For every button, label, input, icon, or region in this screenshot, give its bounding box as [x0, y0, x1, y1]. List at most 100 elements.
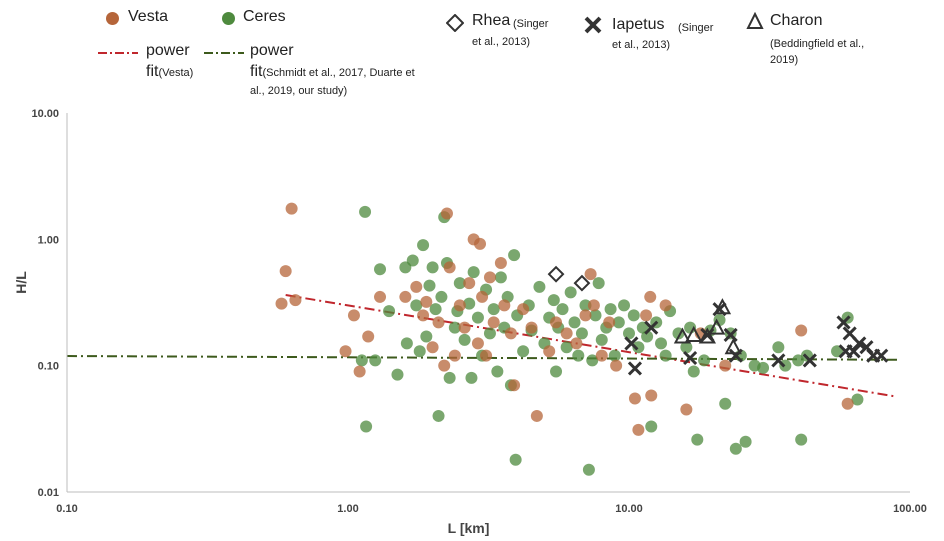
ceres-point: [719, 397, 732, 410]
vesta-point: [498, 299, 511, 312]
legend-iapetus-ref-1: (Singer: [678, 22, 714, 34]
vesta-point: [420, 295, 433, 308]
ceres-point: [410, 299, 423, 312]
vesta-point: [517, 303, 530, 316]
legend-charon-label: Charon: [770, 12, 823, 29]
charon-point: [713, 298, 732, 315]
ceres-point: [691, 433, 704, 446]
ceres-point: [589, 309, 602, 322]
ceres-point: [586, 354, 599, 367]
vesta-point: [440, 207, 453, 220]
iapetus-x-stroke: [802, 353, 817, 368]
legend-rhea-ref-2: et al., 2013): [472, 36, 531, 48]
vesta-point: [432, 316, 445, 329]
ceres-point: [420, 330, 433, 343]
vesta-point: [353, 365, 366, 378]
rhea-point: [573, 274, 591, 292]
vesta-point: [417, 309, 430, 322]
legend-iapetus-x-icon: [584, 16, 602, 34]
ceres-point: [592, 277, 605, 290]
ceres-point: [533, 280, 546, 293]
ceres-point: [471, 311, 484, 324]
vesta-point: [426, 341, 439, 354]
ceres-point: [463, 297, 476, 310]
ceres-point: [465, 371, 478, 384]
ceres-point: [550, 365, 563, 378]
legend-charon-triangle-icon: [746, 12, 764, 29]
vesta-point: [339, 345, 352, 358]
vesta-point: [795, 324, 808, 337]
iapetus-x-stroke: [771, 353, 786, 368]
ceres-point: [509, 453, 522, 466]
vesta-point: [494, 256, 507, 269]
y-tick-label: 1.00: [38, 234, 59, 246]
y-tick-label: 0.01: [38, 487, 59, 499]
ceres-point: [582, 463, 595, 476]
ceres-point: [636, 321, 649, 334]
ceres-point: [448, 321, 461, 334]
vesta-point: [487, 316, 500, 329]
legend-iapetus-ref-2: et al., 2013): [612, 39, 671, 51]
iapetus-point: [723, 327, 738, 343]
vesta-point: [610, 359, 623, 372]
x-tick-label: 1.00: [337, 503, 358, 515]
ceres-point: [645, 420, 658, 433]
iapetus-x-stroke: [627, 361, 643, 376]
iapetus-point: [624, 336, 639, 351]
ceres-point: [564, 286, 577, 299]
x-tick-label: 10.00: [615, 503, 643, 515]
vesta-point: [443, 261, 456, 274]
charon-point: [698, 327, 717, 344]
ceres-point: [713, 313, 726, 326]
ceres-point: [687, 365, 700, 378]
ceres-point: [579, 299, 592, 312]
vesta-point: [603, 316, 616, 329]
iapetus-point: [852, 336, 867, 351]
charon-point: [685, 325, 703, 342]
vesta-point: [579, 309, 592, 322]
ceres-point: [698, 354, 711, 367]
ceres-point: [641, 330, 654, 343]
ceres-point: [435, 290, 448, 303]
vesta-point: [480, 349, 493, 362]
ceres-point: [623, 327, 635, 340]
legend-vesta-label: Vesta: [128, 8, 169, 25]
vesta-point: [347, 309, 360, 322]
vesta-point: [399, 290, 412, 303]
vesta-point: [463, 277, 476, 290]
x-tick-label: 100.00: [893, 503, 927, 515]
iapetus-x-stroke: [852, 336, 867, 351]
ceres-point: [426, 261, 439, 274]
ceres-point: [423, 279, 436, 292]
vesta-point: [632, 423, 645, 436]
iapetus-point: [836, 315, 851, 330]
ceres-point: [417, 239, 430, 252]
vesta-point: [530, 409, 543, 422]
iapetus-x-stroke: [624, 336, 639, 351]
iapetus-point: [627, 361, 643, 376]
vesta-point: [587, 299, 600, 312]
ceres-point: [467, 266, 480, 279]
ceres-point: [453, 277, 466, 290]
legend-vesta-fit-label: fit(Vesta): [146, 63, 193, 81]
ceres-point: [757, 361, 770, 374]
ceres-point: [729, 442, 742, 455]
vesta-point: [458, 321, 471, 334]
iapetus-point: [874, 348, 889, 363]
ceres-point: [560, 341, 573, 354]
iapetus-point: [683, 350, 698, 366]
vesta-point: [543, 345, 556, 358]
iapetus-x-stroke: [846, 344, 861, 359]
ceres-point: [508, 249, 521, 262]
legend-ceres-label: Ceres: [243, 8, 286, 25]
ceres-point: [772, 341, 785, 354]
charon-point: [707, 318, 726, 335]
iapetus-x-stroke: [683, 350, 698, 366]
vesta-point: [279, 265, 292, 278]
vesta-point: [680, 403, 693, 416]
legend-iapetus-label: Iapetus: [612, 16, 665, 33]
ceres-point: [556, 303, 569, 316]
iapetus-x-stroke: [842, 326, 857, 341]
vesta-point: [659, 299, 672, 312]
legend-ceres-fit-line: [204, 52, 244, 54]
